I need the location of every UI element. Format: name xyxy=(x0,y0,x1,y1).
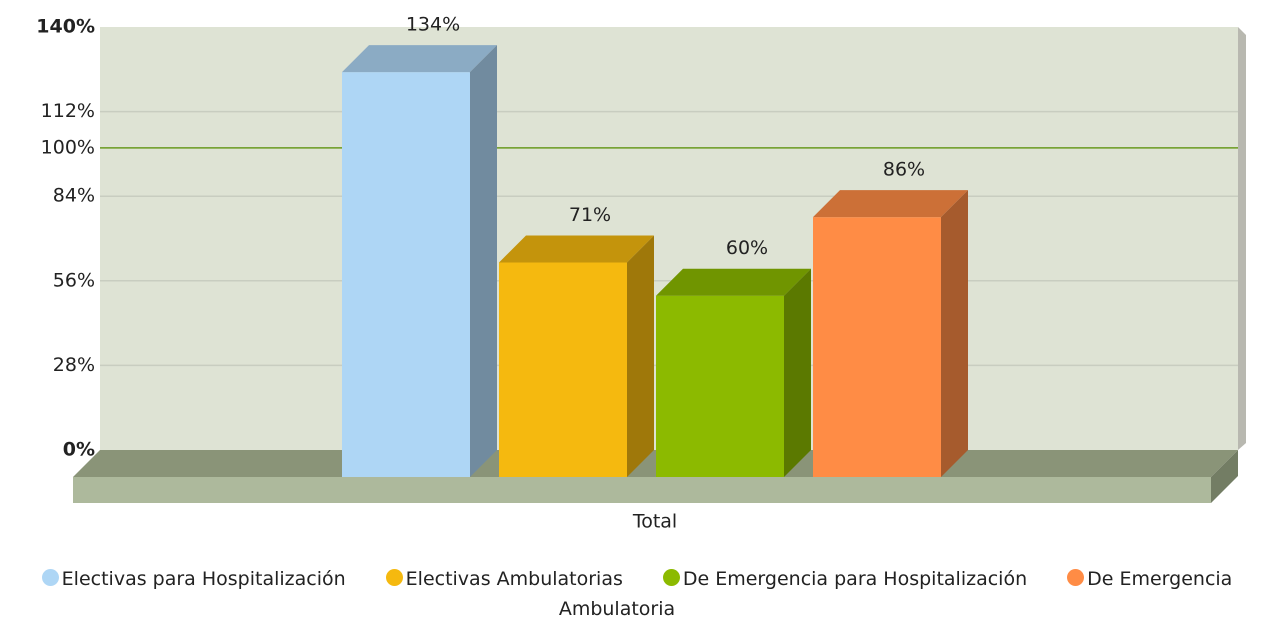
bar xyxy=(342,72,470,477)
legend-item: Electivas para Hospitalización xyxy=(41,568,346,590)
legend-label: De Emergencia para Hospitalización xyxy=(682,568,1028,590)
reference-label: 100% xyxy=(41,136,95,158)
y-tick-label: 140% xyxy=(36,16,95,38)
y-tick-label: 0% xyxy=(63,439,95,461)
bar-top xyxy=(342,45,497,73)
legend-item: De Emergencia Ambulatoria xyxy=(559,568,1233,620)
floor-top xyxy=(73,450,1238,477)
legend-marker xyxy=(41,569,59,586)
legend-marker xyxy=(385,569,403,586)
floor-side xyxy=(1211,450,1238,503)
value-label: 86% xyxy=(883,159,925,181)
bar-side xyxy=(941,190,968,477)
bar-side xyxy=(784,268,811,477)
legend-label: De Emergencia Ambulatoria xyxy=(558,568,1233,620)
bar xyxy=(499,262,627,477)
bar-side xyxy=(470,45,497,477)
y-tick-label: 28% xyxy=(53,354,95,376)
bar-top xyxy=(656,268,811,296)
legend-item: De Emergencia para Hospitalización xyxy=(662,568,1028,590)
legend-marker xyxy=(662,569,680,586)
value-label: 134% xyxy=(406,14,460,36)
chart: Total 0% 28% 56% 84% 112% 140% 100% 134% 71% 60% 8… xyxy=(36,14,1246,533)
y-tick-label: 112% xyxy=(41,100,95,122)
legend-item: Electivas Ambulatorias xyxy=(385,568,623,590)
bar-top xyxy=(813,190,968,218)
y-tick-label: 56% xyxy=(53,269,95,291)
value-label: 71% xyxy=(569,204,611,226)
legend-label: Electivas Ambulatorias xyxy=(405,568,623,590)
category-label: Total xyxy=(632,511,677,533)
legend-label: Electivas para Hospitalización xyxy=(61,568,346,590)
legend: Electivas para Hospitalización Electivas … xyxy=(0,564,1274,624)
bar xyxy=(813,217,941,477)
grid xyxy=(100,110,1238,367)
wall-shadow xyxy=(1238,27,1246,450)
bar-side xyxy=(627,235,654,477)
value-label: 60% xyxy=(726,237,768,259)
floor-front xyxy=(73,477,1211,503)
legend-marker xyxy=(1067,569,1085,586)
y-tick-label: 84% xyxy=(53,185,95,207)
bar xyxy=(656,295,784,477)
bar-top xyxy=(499,235,654,263)
